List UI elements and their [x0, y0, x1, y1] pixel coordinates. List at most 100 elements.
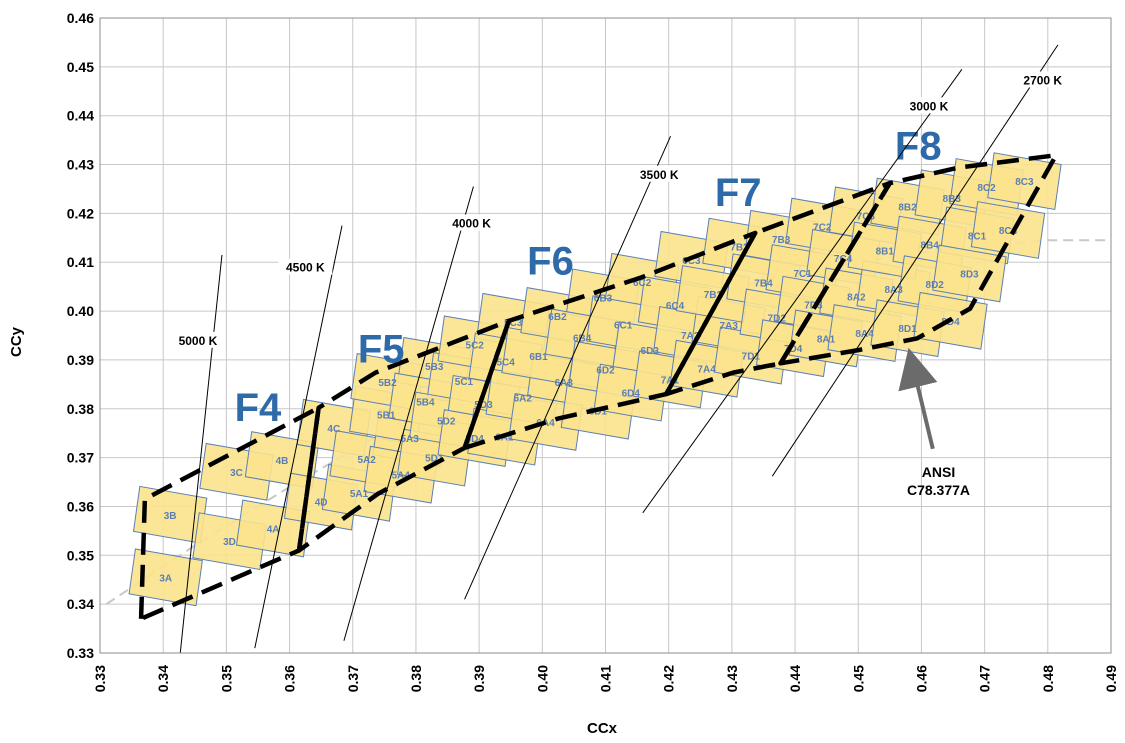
bin-label-7d4: 7D4	[784, 344, 803, 355]
x-tick-label: 0.42	[661, 665, 677, 692]
family-label-f7: F7	[715, 171, 762, 215]
y-tick-label: 0.39	[67, 352, 94, 368]
x-tick-label: 0.36	[282, 665, 298, 692]
family-outline-f4	[138, 405, 321, 622]
family-label-f4: F4	[235, 386, 282, 430]
cct-line-4500k	[254, 225, 343, 649]
bin-label-8c3: 8C3	[1015, 177, 1034, 188]
bin-cell	[932, 244, 1007, 303]
ansi-label-line2: C78.377A	[907, 482, 970, 498]
cct-label-bg-5000k	[170, 331, 225, 348]
bin-label-5c1: 5C1	[455, 377, 474, 388]
bin-label-8a2: 8A2	[847, 292, 866, 303]
ansi-label-line1: ANSI	[922, 464, 955, 480]
bin-label-6a1: 6A1	[495, 433, 514, 444]
y-tick-label: 0.33	[67, 645, 94, 661]
bin-label-5a2: 5A2	[357, 455, 376, 466]
bin-label-8c2: 8C2	[977, 183, 996, 194]
x-axis-title: CCx	[587, 720, 618, 737]
bin-cell	[132, 485, 208, 544]
bin-label-8b2: 8B2	[898, 203, 917, 214]
bin-label-5b1: 5B1	[377, 411, 396, 422]
bin-cell	[987, 152, 1062, 211]
x-tick-label: 0.41	[598, 665, 614, 692]
cct-line-4000k	[343, 186, 474, 641]
bin-label-5d3: 5D3	[474, 400, 493, 411]
x-tick-label: 0.45	[850, 665, 866, 692]
axis-layer: 0.33 0.34 0.35 0.36 0.37 0.38 0.39 0.40 0.41 0.42…	[67, 10, 1119, 692]
bin-label-8a4: 8A4	[855, 329, 874, 340]
bin-label-7a4: 7A4	[697, 365, 716, 376]
bin-label-8c4: 8C4	[999, 226, 1018, 237]
x-tick-label: 0.38	[408, 665, 424, 692]
cct-label-3000k: 3000 K	[910, 99, 949, 113]
x-tick-label: 0.43	[724, 665, 740, 692]
family-label-f5: F5	[358, 327, 405, 371]
family-label-f8: F8	[895, 125, 942, 169]
bin-label-4d: 4D	[315, 498, 328, 509]
x-tick-label: 0.46	[913, 665, 929, 692]
bin-label-6a3: 6A3	[555, 378, 574, 389]
x-tick-label: 0.39	[471, 665, 487, 692]
cct-label-bg-3500k	[632, 165, 687, 182]
bin-label-8b1: 8B1	[876, 247, 895, 258]
y-tick-label: 0.43	[67, 157, 94, 173]
cct-line-2700k	[771, 44, 1059, 477]
cct-label-4500k: 4500 K	[286, 261, 325, 275]
y-tick-label: 0.36	[67, 498, 94, 514]
bin-label-8a1: 8A1	[817, 334, 836, 345]
y-tick-label: 0.37	[67, 450, 94, 466]
bin-label-7a2: 7A2	[681, 331, 700, 342]
bin-label-6c2: 6C2	[633, 278, 652, 289]
y-tick-label: 0.40	[67, 303, 94, 319]
bin-label-6c4: 6C4	[666, 301, 685, 312]
bin-label-8d2: 8D2	[926, 280, 945, 291]
x-tick-label: 0.37	[345, 665, 361, 692]
bin-label-6c3: 6C3	[682, 256, 701, 267]
y-tick-label: 0.35	[67, 547, 94, 563]
cct-layer: 5000 K 4500 K 4000 K 3500 K 3000 K 2700 K	[170, 44, 1070, 654]
bin-label-7c3: 7C3	[857, 211, 876, 222]
bin-label-5d4: 5D4	[466, 434, 485, 445]
cct-label-bg-4000k	[444, 214, 499, 231]
y-tick-label: 0.41	[67, 254, 94, 270]
bin-label-5c2: 5C2	[466, 340, 485, 351]
x-tick-label: 0.34	[155, 665, 171, 692]
bin-label-6b3: 6B3	[594, 293, 613, 304]
x-tick-label: 0.35	[218, 665, 234, 692]
bin-label-6a2: 6A2	[514, 394, 533, 405]
y-tick-label: 0.42	[67, 205, 94, 221]
family-outline-f6	[462, 230, 758, 451]
bin-label-8d3: 8D3	[960, 269, 979, 280]
bin-label-6d3: 6D3	[641, 346, 660, 357]
x-tick-label: 0.33	[92, 665, 108, 692]
bin-label-3b: 3B	[164, 511, 177, 522]
bin-label-5b3: 5B3	[425, 362, 444, 373]
x-tick-label: 0.48	[1040, 665, 1056, 692]
x-tick-label: 0.44	[787, 665, 803, 692]
annotation-layer: ANSI C78.377A	[898, 347, 970, 498]
family-layer: F4 F5 F6 F7 F8	[138, 125, 1059, 622]
y-tick-label: 0.46	[67, 10, 94, 26]
bin-cell	[970, 201, 1046, 259]
y-axis-title: CCy	[8, 326, 25, 357]
cct-label-bg-3000k	[902, 97, 957, 114]
bin-cell	[128, 548, 203, 607]
bin-label-5d1: 5D1	[425, 454, 444, 465]
bin-label-3d: 3D	[223, 537, 236, 548]
cct-line-3000k	[642, 68, 963, 514]
bin-label-5a1: 5A1	[350, 489, 369, 500]
bin-label-5b4: 5B4	[416, 397, 435, 408]
bin-label-8b4: 8B4	[920, 241, 939, 252]
family-label-f6: F6	[527, 239, 574, 283]
cct-line-5000k	[179, 254, 223, 654]
bin-label-3c: 3C	[230, 468, 243, 479]
bin-label-6d1: 6D1	[589, 407, 608, 418]
bin-label-7b3: 7B3	[772, 235, 791, 246]
bin-label-7d1: 7D1	[742, 352, 761, 363]
bin-label-6b2: 6B2	[548, 312, 567, 323]
bin-label-7c2: 7C2	[813, 223, 832, 234]
cct-label-5000k: 5000 K	[179, 334, 218, 348]
